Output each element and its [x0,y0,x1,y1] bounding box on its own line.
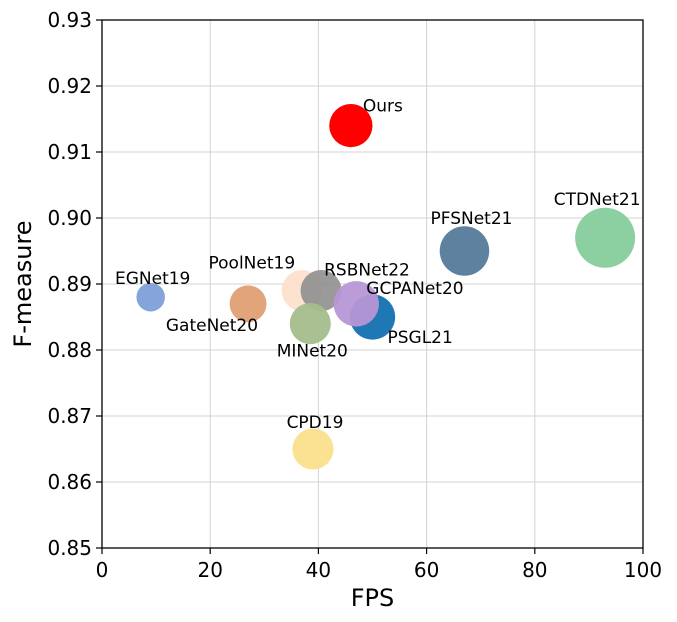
point-label-pfsnet21: PFSNet21 [430,209,512,229]
point-label-gatenet20: GateNet20 [166,316,258,336]
x-axis-label: FPS [351,584,395,612]
point-label-ctdnet21: CTDNet21 [554,190,641,210]
point-label-cpd19: CPD19 [287,413,344,433]
point-cpd19 [292,428,334,470]
x-tick-label: 100 [624,558,662,582]
point-labels: EGNet19 GateNet20 PoolNet19 RSBNet22 MINet20… [115,97,641,433]
x-tick-label: 20 [197,558,222,582]
point-label-poolnet19: PoolNet19 [209,254,296,274]
x-tick-label: 60 [414,558,439,582]
x-tick-label: 0 [96,558,109,582]
point-label-gcpanet20: GCPANet20 [366,279,463,299]
y-tick-label: 0.93 [47,8,92,32]
y-tick-label: 0.91 [47,140,92,164]
point-pfsnet21 [439,226,490,276]
data-points [136,104,636,470]
point-label-rsbnet22: RSBNet22 [324,261,410,281]
y-tick-label: 0.88 [47,338,92,362]
point-egnet19 [136,282,165,312]
x-tick-label: 40 [306,558,331,582]
point-ours [329,104,373,148]
point-gcpanet20 [333,281,379,327]
point-label-minet20: MINet20 [277,342,348,362]
y-tick-label: 0.85 [47,536,92,560]
point-label-egnet19: EGNet19 [115,269,190,289]
y-tick-label: 0.87 [47,404,92,428]
x-axis-ticks: 0 20 40 60 80 100 [96,548,662,582]
point-label-ours: Ours [363,97,403,117]
y-axis-ticks: 0.85 0.86 0.87 0.88 0.89 0.90 0.91 0.92 0.93 [47,8,102,560]
y-axis-label: F-measure [9,220,37,347]
y-tick-label: 0.86 [47,470,92,494]
point-gatenet20 [229,285,267,323]
point-ctdnet21 [575,207,636,268]
x-tick-label: 80 [522,558,547,582]
y-tick-label: 0.89 [47,272,92,296]
point-rsbnet22 [300,270,342,312]
y-tick-label: 0.92 [47,74,92,98]
y-tick-label: 0.90 [47,206,92,230]
point-label-psgl21: PSGL21 [388,328,453,348]
point-minet20 [289,303,331,345]
